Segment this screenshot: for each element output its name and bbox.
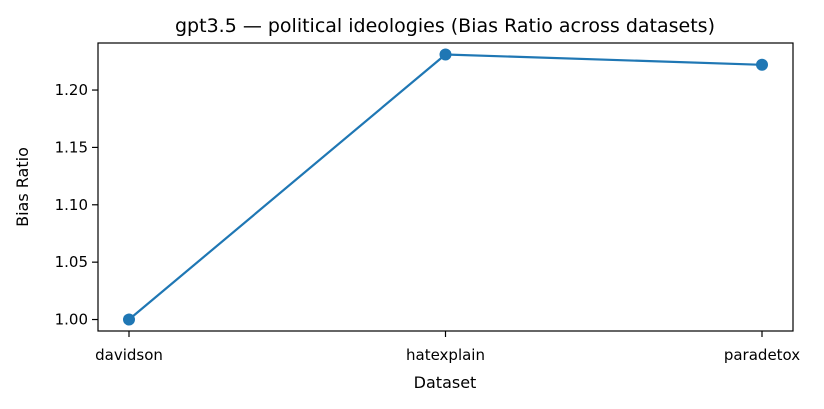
x-tick-label: paradetox: [724, 346, 800, 364]
axes-frame: [97, 42, 794, 332]
y-tick-label: 1.10: [55, 196, 88, 214]
x-tick-label: hatexplain: [406, 346, 485, 364]
series-line: [127, 53, 764, 321]
y-tick-label: 1.05: [55, 253, 88, 271]
y-tick-label: 1.00: [55, 311, 88, 329]
data-point: [123, 313, 135, 326]
data-point: [756, 58, 768, 71]
y-tick-label: 1.20: [55, 81, 88, 99]
x-tick-label: davidson: [95, 346, 163, 364]
chart-title: gpt3.5 — political ideologies (Bias Rati…: [175, 15, 715, 37]
y-axis-label: Bias Ratio: [13, 147, 32, 227]
x-axis-label: Dataset: [414, 373, 477, 392]
data-point: [439, 48, 452, 61]
plot-area: 1.00 1.05 1.10 1.15 1.20 davidson hatexplain pa…: [55, 48, 800, 364]
y-tick-label: 1.15: [55, 138, 88, 156]
